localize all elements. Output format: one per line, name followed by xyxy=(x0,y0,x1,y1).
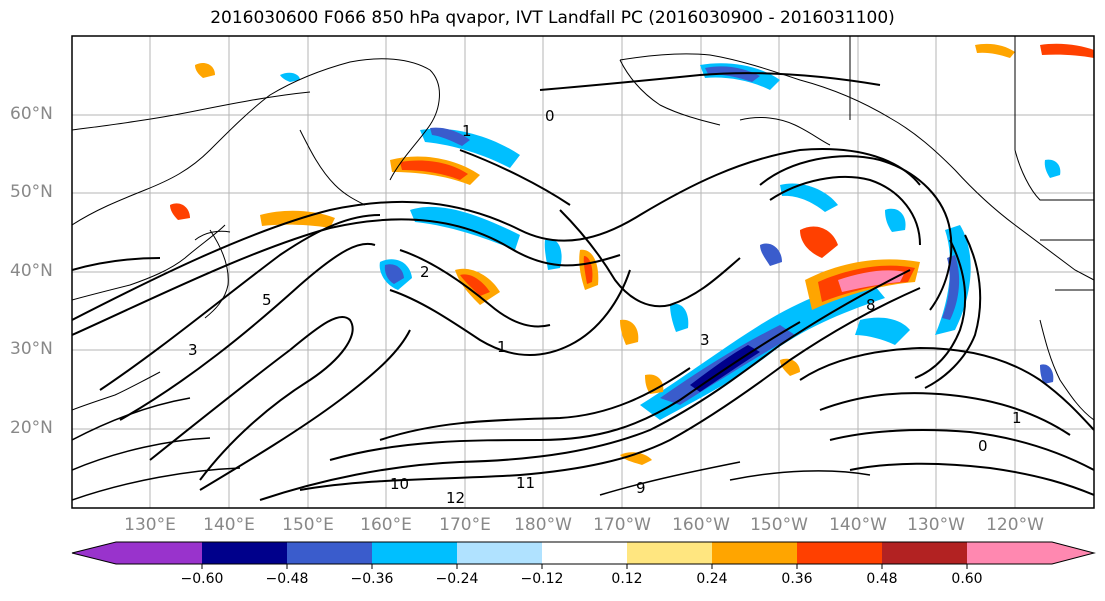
lon-label: 180°W xyxy=(514,515,572,535)
contour-label: 1 xyxy=(1012,409,1022,427)
colorbar-tick-label: 0.24 xyxy=(696,571,728,587)
colorbar-tick-label: −0.36 xyxy=(350,571,394,587)
colorbar-tick-label: −0.60 xyxy=(180,571,224,587)
colorbar-extend-high xyxy=(1052,542,1094,564)
contour-label: 3 xyxy=(188,341,198,359)
contour-label: 8 xyxy=(866,296,876,314)
colorbar-bin xyxy=(967,542,1052,564)
contour-label: 1 xyxy=(462,122,472,140)
colorbar xyxy=(71,541,1096,569)
contour-label: 10 xyxy=(390,475,409,493)
colorbar-bin xyxy=(542,542,627,564)
colorbar-bin xyxy=(372,542,457,564)
colorbar-outline xyxy=(71,541,1096,565)
colorbar-bin xyxy=(712,542,797,564)
lon-label: 130°E xyxy=(124,515,176,535)
lat-label: 50°N xyxy=(10,182,53,202)
colorbar-tick-label: 0.60 xyxy=(951,571,983,587)
lon-label: 140°W xyxy=(829,515,887,535)
colorbar-bin xyxy=(287,542,372,564)
contour-label: 12 xyxy=(446,489,465,507)
contour-label: 11 xyxy=(516,474,535,492)
colorbar-bin xyxy=(882,542,967,564)
lat-label: 40°N xyxy=(10,261,53,281)
colorbar-tick-label: −0.24 xyxy=(435,571,479,587)
lon-label: 170°E xyxy=(439,515,491,535)
contour-label: 5 xyxy=(262,291,272,309)
lat-label: 30°N xyxy=(10,339,53,359)
plot-frame xyxy=(71,35,1095,509)
contour-labels: 0 0 1 1 2 3 3 5 8 9 10 11 12 1 xyxy=(188,107,1022,507)
lon-label: 160°W xyxy=(672,515,730,535)
lat-label: 60°N xyxy=(10,104,53,124)
colorbar-bin xyxy=(457,542,542,564)
colorbar-tick-label: 0.48 xyxy=(866,571,898,587)
lon-label: 170°W xyxy=(593,515,651,535)
colorbar-bin xyxy=(202,542,287,564)
map-title: 2016030600 F066 850 hPa qvapor, IVT Land… xyxy=(210,8,895,28)
colorbar-bin xyxy=(797,542,882,564)
ivt-contours-thin xyxy=(72,397,871,501)
contour-label: 0 xyxy=(978,437,988,455)
colorbar-tick-label: 0.12 xyxy=(611,571,643,587)
contour-label: 2 xyxy=(420,263,430,281)
contour-label: 9 xyxy=(636,479,646,497)
lon-label: 160°E xyxy=(360,515,412,535)
graticule xyxy=(72,36,1094,508)
colorbar-tick-label: −0.48 xyxy=(265,571,309,587)
colorbar-bin xyxy=(627,542,712,564)
colorbar-tick-label: 0.36 xyxy=(781,571,813,587)
colorbar-bin xyxy=(116,542,202,564)
colorbar-extend-low xyxy=(72,542,116,564)
lon-label: 150°W xyxy=(750,515,808,535)
contour-label: 0 xyxy=(545,107,555,125)
contour-label: 1 xyxy=(497,338,507,356)
colorbar-tick-label: −0.12 xyxy=(520,571,564,587)
lon-label: 140°E xyxy=(203,515,255,535)
lon-label: 130°W xyxy=(907,515,965,535)
ivt-contours xyxy=(72,72,1094,501)
lon-label: 150°E xyxy=(282,515,334,535)
lat-label: 20°N xyxy=(10,418,53,438)
contour-label: 3 xyxy=(700,331,710,349)
coastlines xyxy=(72,36,1094,421)
lon-label: 120°W xyxy=(986,515,1044,535)
